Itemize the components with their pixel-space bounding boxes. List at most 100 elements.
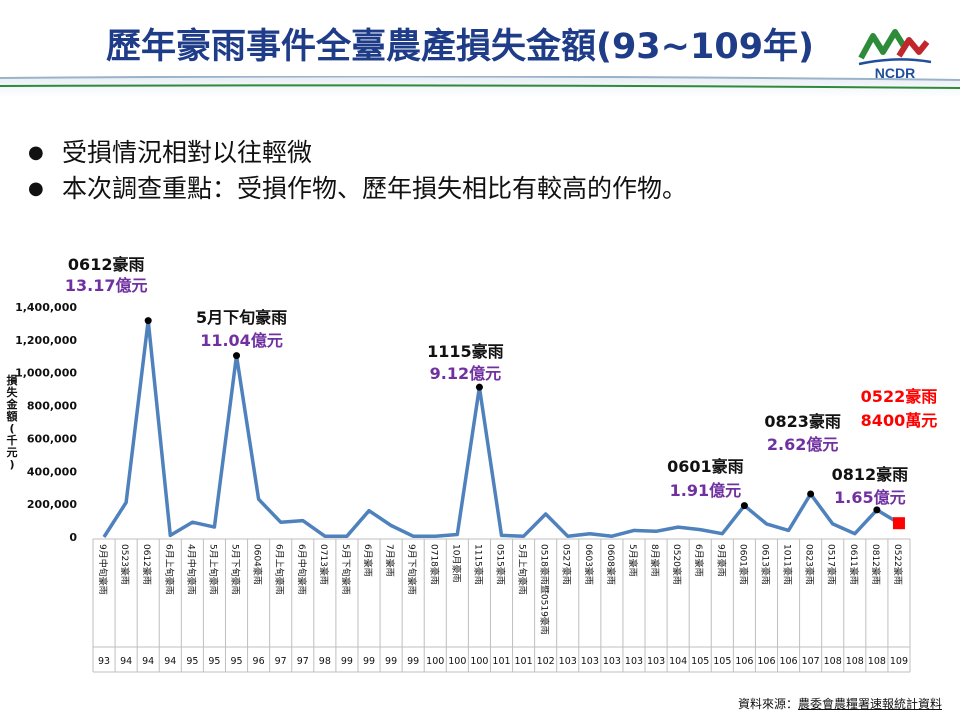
peak-marker: [475, 383, 483, 391]
peak-marker: [807, 490, 815, 498]
category-label: 5月上旬豪雨: [517, 544, 529, 595]
y-tick-label: 1,400,000: [15, 301, 77, 314]
category-label: 0603豪雨: [583, 544, 595, 585]
category-label: 0518豪雨暨0519豪雨: [539, 544, 551, 635]
category-label: 0718豪雨: [428, 544, 440, 585]
category-label: 9月下旬豪雨: [406, 544, 418, 595]
annotation-name: 0812豪雨: [832, 465, 909, 484]
y-tick-label: 800,000: [27, 400, 77, 413]
year-label: 101: [515, 656, 533, 667]
category-label: 5月上旬豪雨: [207, 544, 219, 595]
category-label: 0522豪雨: [892, 544, 904, 585]
year-label: 99: [385, 656, 397, 667]
annotation-name: 5月下旬豪雨: [196, 308, 287, 327]
year-label: 97: [275, 656, 287, 667]
category-label: 6月豪雨: [693, 544, 705, 577]
year-label: 103: [647, 656, 665, 667]
year-label: 108: [824, 656, 842, 667]
annotation-name: 1115豪雨: [427, 342, 504, 361]
category-label: 0604豪雨: [252, 544, 264, 585]
annotation-name: 0612豪雨: [68, 255, 145, 274]
category-label: 0823豪雨: [804, 544, 816, 585]
header-band: [0, 76, 960, 98]
source-label: 資料來源：: [737, 697, 798, 711]
bullet-list: ● 受損情況相對以往輕微 ● 本次調查重點：受損作物、歷年損失相比有較高的作物。: [28, 135, 687, 207]
peak-marker: [740, 502, 748, 510]
year-label: 108: [846, 656, 864, 667]
annotation-value: 2.62億元: [767, 435, 838, 454]
annotation-value: 13.17億元: [65, 276, 148, 295]
peak-marker: [144, 317, 152, 325]
annotation-name: 0823豪雨: [764, 412, 841, 431]
y-tick-label: 600,000: [27, 432, 77, 445]
category-label: 0713豪雨: [318, 544, 330, 585]
category-label: 0517豪雨: [826, 544, 838, 585]
year-label: 95: [186, 656, 198, 667]
peak-marker: [233, 352, 241, 360]
year-label: 100: [448, 656, 466, 667]
year-label: 93: [98, 656, 110, 667]
source-link[interactable]: 農委會農糧署速報統計資料: [797, 697, 942, 711]
year-label: 102: [537, 656, 555, 667]
bullet-dot-icon: ●: [28, 178, 44, 199]
year-label: 105: [713, 656, 731, 667]
category-label: 0612豪雨: [141, 544, 153, 585]
y-axis-label-char: 額: [6, 409, 18, 423]
y-axis-label-char: (: [9, 422, 14, 435]
bullet-item: ● 受損情況相對以往輕微: [28, 135, 687, 171]
peak-marker: [873, 506, 881, 514]
annotation-name: 0522豪雨: [861, 387, 938, 406]
annotation-value: 9.12億元: [430, 364, 501, 383]
year-label: 103: [559, 656, 577, 667]
category-label: 0812豪雨: [870, 544, 882, 585]
category-table: [92, 538, 911, 673]
year-label: 99: [341, 656, 353, 667]
category-label: 6月上旬豪雨: [274, 544, 286, 595]
category-label: 9月豪雨: [715, 544, 727, 577]
category-label: 0608豪雨: [605, 544, 617, 585]
logo-text: NCDR: [875, 65, 915, 80]
year-label: 98: [319, 656, 331, 667]
y-axis-label-char: ): [9, 458, 14, 471]
y-tick-label: 1,000,000: [15, 367, 77, 380]
category-label: 5月豪雨: [627, 544, 639, 577]
annotation-value: 1.91億元: [670, 481, 741, 500]
category-label: 0523豪雨: [119, 544, 131, 585]
category-label: 7月豪雨: [384, 544, 396, 577]
y-tick-label: 0: [69, 531, 77, 544]
annotation-name: 0601豪雨: [667, 457, 744, 476]
y-axis-label-char: 損: [7, 373, 19, 387]
year-label: 104: [669, 656, 687, 667]
year-label: 94: [142, 656, 154, 667]
category-label: 10月豪雨: [450, 544, 462, 582]
year-label: 95: [208, 656, 220, 667]
year-label: 108: [868, 656, 886, 667]
year-label: 96: [253, 656, 265, 667]
y-axis-label: 損失金額(千元): [6, 373, 19, 471]
category-label: 1011豪雨: [782, 544, 794, 585]
highlight-marker: [892, 517, 905, 530]
year-label: 94: [120, 656, 132, 667]
year-label: 100: [426, 656, 444, 667]
bullet-dot-icon: ●: [28, 142, 44, 163]
slide-title: 歷年豪雨事件全臺農產損失金額(93~109年): [105, 27, 815, 67]
y-tick-label: 200,000: [27, 498, 77, 511]
year-label: 106: [757, 656, 775, 667]
category-label: 5月下旬豪雨: [340, 544, 352, 595]
y-axis-label-char: 金: [6, 397, 19, 411]
annotation-value: 1.65億元: [834, 488, 905, 507]
year-label: 99: [407, 656, 419, 667]
annotation-value: 11.04億元: [200, 331, 283, 350]
category-label: 9月中旬豪雨: [97, 544, 109, 595]
category-label: 0601豪雨: [737, 544, 749, 585]
ncdr-logo: NCDR: [858, 29, 932, 80]
year-label: 94: [164, 656, 176, 667]
year-label: 109: [890, 656, 908, 667]
y-axis-label-char: 元: [7, 446, 18, 459]
category-label: 6月豪雨: [362, 544, 374, 577]
category-label: 0613豪雨: [759, 544, 771, 585]
category-label: 0611豪雨: [848, 544, 860, 585]
category-label: 6月上旬豪雨: [163, 544, 175, 595]
annotation-value: 8400萬元: [861, 411, 938, 430]
bullet-text: 本次調查重點：受損作物、歷年損失相比有較高的作物。: [62, 174, 688, 203]
